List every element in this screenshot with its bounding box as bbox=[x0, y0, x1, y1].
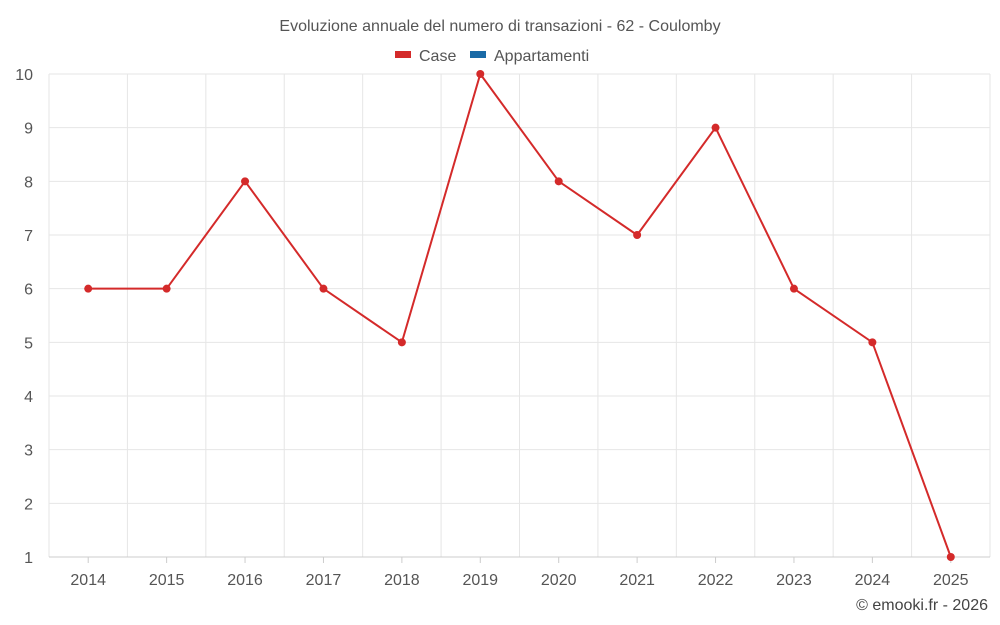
legend-label-appartamenti: Appartamenti bbox=[494, 48, 589, 65]
legend-swatch-case bbox=[395, 51, 411, 58]
data-point-2019[interactable] bbox=[476, 70, 485, 78]
y-tick-label: 4 bbox=[24, 389, 33, 406]
axes: 1 2 3 4 5 6 7 8 9 10 2014 2015 2016 2017 2018 2019 2020 2… bbox=[15, 67, 990, 589]
x-tick-label: 2022 bbox=[698, 572, 734, 589]
legend: Case Appartamenti bbox=[395, 48, 589, 65]
credit-text: © emooki.fr - 2026 bbox=[856, 597, 988, 614]
y-tick-label: 9 bbox=[24, 121, 33, 138]
x-tick-label: 2014 bbox=[70, 572, 106, 589]
x-tick-label: 2020 bbox=[541, 572, 577, 589]
data-point-2020[interactable] bbox=[554, 177, 563, 186]
x-tick-label: 2025 bbox=[933, 572, 969, 589]
data-point-2021[interactable] bbox=[633, 231, 642, 239]
y-tick-label: 8 bbox=[24, 174, 33, 191]
x-tick-label: 2019 bbox=[462, 572, 498, 589]
data-point-2017[interactable] bbox=[319, 284, 328, 293]
series-case bbox=[84, 70, 955, 561]
y-tick-label: 2 bbox=[24, 496, 33, 513]
y-tick-label: 7 bbox=[24, 228, 33, 245]
x-tick-label: 2015 bbox=[149, 572, 185, 589]
data-point-2023[interactable] bbox=[789, 284, 798, 293]
data-point-2025[interactable] bbox=[946, 553, 955, 561]
series-line-case bbox=[88, 71, 952, 558]
data-point-2016[interactable] bbox=[241, 177, 250, 186]
legend-label-case: Case bbox=[419, 48, 456, 65]
y-tick-label: 6 bbox=[24, 282, 33, 299]
data-point-2014[interactable] bbox=[84, 284, 93, 293]
y-tick-label: 1 bbox=[24, 550, 33, 567]
data-point-2015[interactable] bbox=[162, 284, 171, 293]
y-tick-label: 3 bbox=[24, 443, 33, 460]
x-tick-label: 2023 bbox=[776, 572, 812, 589]
legend-item-appartamenti[interactable]: Appartamenti bbox=[470, 48, 589, 65]
legend-swatch-appartamenti bbox=[470, 51, 486, 58]
data-point-2022[interactable] bbox=[711, 123, 720, 132]
y-tick-label: 5 bbox=[24, 335, 33, 352]
x-tick-label: 2024 bbox=[855, 572, 891, 589]
data-point-2024[interactable] bbox=[868, 338, 877, 347]
chart-title: Evoluzione annuale del numero di transaz… bbox=[279, 18, 720, 35]
gridlines bbox=[48, 73, 991, 557]
x-tick-label: 2021 bbox=[619, 572, 655, 589]
x-tick-label: 2018 bbox=[384, 572, 420, 589]
y-tick-label: 10 bbox=[15, 67, 33, 84]
legend-item-case[interactable]: Case bbox=[395, 48, 456, 65]
data-point-2018[interactable] bbox=[397, 338, 406, 347]
x-tick-label: 2016 bbox=[227, 572, 263, 589]
x-tick-label: 2017 bbox=[306, 572, 342, 589]
